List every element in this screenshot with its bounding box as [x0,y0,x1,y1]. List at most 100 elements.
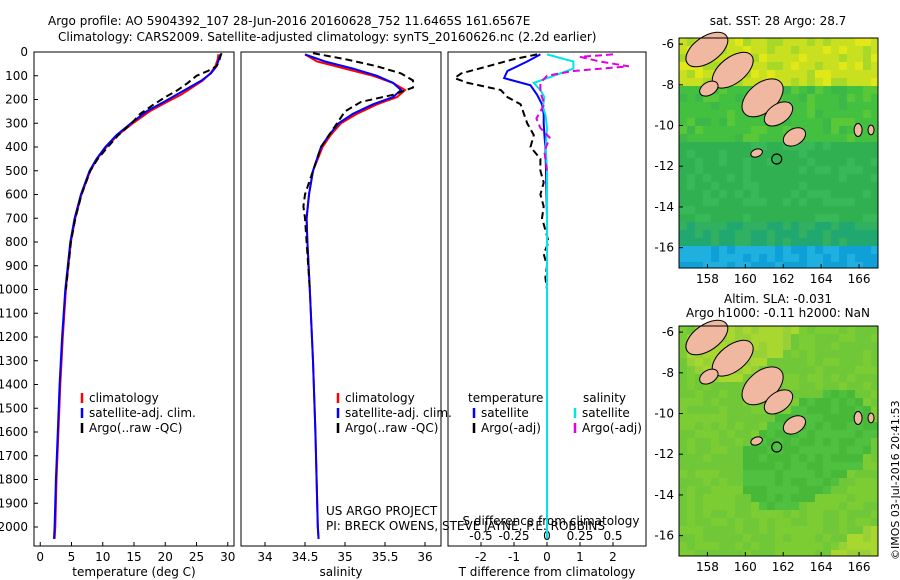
map-cell [815,486,823,494]
map-cell [871,478,878,486]
map-cell [807,190,815,198]
map-cell [767,486,775,494]
map-cell [791,78,799,86]
map-cell [687,526,695,534]
map-y-tick-label: -14 [654,488,674,502]
map-cell [839,94,847,102]
map-cell [703,198,711,206]
map-cell [687,454,695,462]
map-cell [735,526,743,534]
map-cell [831,222,839,230]
map-cell [775,486,783,494]
map-cell [847,518,855,526]
map-cell [807,502,815,510]
map-cell [743,470,751,478]
map-cell [863,494,871,502]
map-cell [799,454,807,462]
map-cell [711,174,719,182]
map-cell [687,126,695,134]
map-cell [703,534,711,542]
map-cell [799,534,807,542]
map-cell [791,70,799,78]
map-cell [759,118,767,126]
map-cell [775,542,783,550]
map-cell [839,118,847,126]
map-cell [871,534,878,542]
island-shape [867,124,875,136]
map-cell [759,342,767,350]
map-cell [759,414,767,422]
map-cell [743,118,751,126]
map-cell [815,174,823,182]
map-cell [839,534,847,542]
map-cell [679,350,687,358]
map-cell [775,494,783,502]
map-y-tick-label: -16 [654,241,674,255]
island-shape [763,389,794,415]
map-cell [847,422,855,430]
map-cell [711,182,719,190]
map-cell [815,366,823,374]
map-cell [719,462,727,470]
map-cell [711,502,719,510]
map-cell [719,238,727,246]
map-cell [735,222,743,230]
map-cell [711,126,719,134]
map-cell [767,166,775,174]
map-cell [679,502,687,510]
map-cell [679,446,687,454]
map-cell [711,118,719,126]
map-cell [679,358,687,366]
map-cell [727,462,735,470]
map-cell [743,366,751,374]
map-cell [767,326,775,334]
map-cell [847,126,855,134]
map-cell [695,422,703,430]
map-cell [863,118,871,126]
map-cell [855,38,863,46]
map-cell [783,86,791,94]
map-cell [807,86,815,94]
map-cell [807,246,815,254]
map-cell [855,390,863,398]
map-cell [847,190,855,198]
map-cell [815,254,823,262]
map-cell [871,406,878,414]
map-cell [735,86,743,94]
map-cell [847,62,855,70]
map-cell [855,526,863,534]
map-cell [839,358,847,366]
map-cell [823,518,831,526]
map-cell [863,174,871,182]
map-cell [687,366,695,374]
map-cell [767,358,775,366]
top-tick-label: -0.5 [469,529,492,543]
map-cell [783,518,791,526]
x-tick-label: 2 [609,550,617,564]
map-cell [687,94,695,102]
map-cell [751,518,759,526]
map-cell [823,174,831,182]
map-cell [871,62,878,70]
map-cell [687,486,695,494]
map-cell [695,190,703,198]
map-cell [735,174,743,182]
y-tick-label: 0 [20,45,28,59]
map-cell [695,486,703,494]
map-cell [871,326,878,334]
map-cell [679,38,687,46]
map-cell [799,142,807,150]
legend-temperature-title: temperature [468,391,543,405]
map-cell [847,446,855,454]
map-cell [823,38,831,46]
map-cell [871,430,878,438]
map-cell [839,150,847,158]
map-cell [743,198,751,206]
map-cell [711,510,719,518]
map-cell [687,78,695,86]
map-cell [767,62,775,70]
map-cell [847,46,855,54]
map-cell [823,438,831,446]
map-cell [863,422,871,430]
y-tick-label: 1800 [0,473,28,487]
